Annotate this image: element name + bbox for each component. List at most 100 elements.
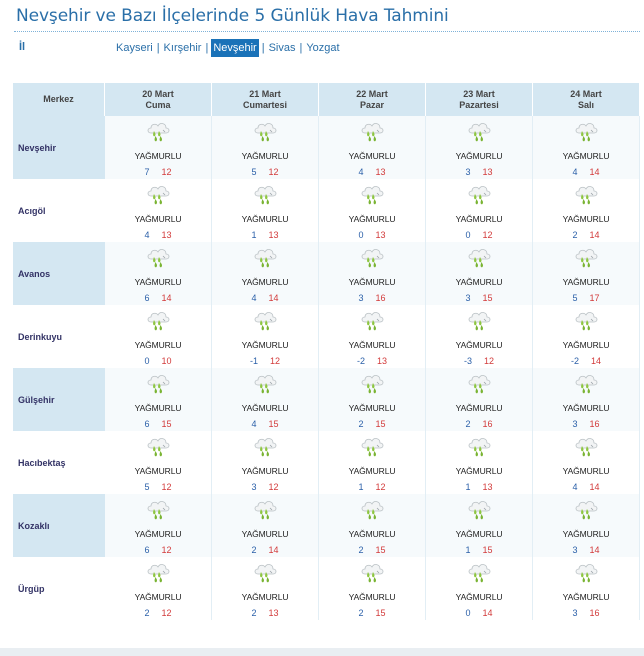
min-temp: 4 bbox=[144, 230, 150, 240]
rain-cloud-icon bbox=[533, 368, 639, 400]
forecast-cell: YAĞMURLU 3 14 bbox=[533, 494, 640, 557]
condition-label: YAĞMURLU bbox=[455, 277, 503, 287]
max-temp: 13 bbox=[268, 608, 279, 618]
district-name: Avanos bbox=[13, 242, 105, 305]
forecast-cell: YAĞMURLU 1 13 bbox=[212, 179, 319, 242]
forecast-cell: YAĞMURLU 7 12 bbox=[105, 116, 212, 179]
temperature-range: 4 14 bbox=[533, 482, 639, 492]
link-separator: | bbox=[261, 42, 265, 54]
rain-cloud-icon bbox=[212, 431, 318, 463]
rain-cloud-icon bbox=[105, 557, 211, 589]
il-label: İl bbox=[19, 41, 26, 53]
max-temp: 15 bbox=[268, 419, 279, 429]
min-temp: -3 bbox=[463, 356, 472, 366]
rain-cloud-icon bbox=[319, 179, 425, 211]
forecast-cell: YAĞMURLU 4 14 bbox=[533, 431, 640, 494]
max-temp: 16 bbox=[482, 419, 493, 429]
min-temp: -2 bbox=[570, 356, 579, 366]
temperature-range: 4 13 bbox=[105, 230, 211, 240]
forecast-cell: YAĞMURLU 5 17 bbox=[533, 242, 640, 305]
max-temp: 13 bbox=[268, 230, 279, 240]
condition-label: YAĞMURLU bbox=[562, 151, 610, 161]
temperature-range: 2 16 bbox=[426, 419, 532, 429]
condition-label: YAĞMURLU bbox=[134, 214, 182, 224]
temperature-range: 1 13 bbox=[426, 482, 532, 492]
rain-cloud-icon bbox=[212, 368, 318, 400]
condition-label: YAĞMURLU bbox=[348, 592, 396, 602]
max-temp: 12 bbox=[375, 482, 386, 492]
condition-label: YAĞMURLU bbox=[348, 403, 396, 413]
city-link-2[interactable]: Nevşehir bbox=[211, 39, 259, 57]
min-temp: 5 bbox=[251, 167, 257, 177]
max-temp: 12 bbox=[161, 608, 172, 618]
max-temp: 15 bbox=[375, 608, 386, 618]
min-temp: 1 bbox=[465, 545, 471, 555]
link-separator: | bbox=[299, 42, 303, 54]
condition-label: YAĞMURLU bbox=[241, 277, 289, 287]
condition-label: YAĞMURLU bbox=[562, 403, 610, 413]
temperature-range: 3 14 bbox=[533, 545, 639, 555]
day-header-0: 20 Mart Cuma bbox=[105, 83, 212, 116]
city-link-0[interactable]: Kayseri bbox=[116, 42, 153, 54]
condition-label: YAĞMURLU bbox=[562, 592, 610, 602]
temperature-range: 3 13 bbox=[426, 167, 532, 177]
district-name: Gülşehir bbox=[13, 368, 105, 431]
city-link-3[interactable]: Sivas bbox=[268, 42, 296, 54]
forecast-cell: YAĞMURLU 2 12 bbox=[105, 557, 212, 620]
max-temp: 15 bbox=[161, 419, 172, 429]
rain-cloud-icon bbox=[426, 179, 532, 211]
condition-label: YAĞMURLU bbox=[348, 151, 396, 161]
forecast-cell: YAĞMURLU 6 12 bbox=[105, 494, 212, 557]
city-link-1[interactable]: Kırşehir bbox=[163, 42, 202, 54]
temperature-range: 4 14 bbox=[212, 293, 318, 303]
min-temp: 3 bbox=[465, 293, 471, 303]
title-divider bbox=[14, 31, 640, 32]
condition-label: YAĞMURLU bbox=[241, 403, 289, 413]
district-name: Derinkuyu bbox=[18, 331, 63, 342]
forecast-cell: YAĞMURLU 4 14 bbox=[212, 242, 319, 305]
rain-cloud-icon bbox=[212, 557, 318, 589]
rain-cloud-icon bbox=[426, 431, 532, 463]
condition-label: YAĞMURLU bbox=[348, 466, 396, 476]
min-temp: 4 bbox=[572, 167, 578, 177]
temperature-range: 1 13 bbox=[212, 230, 318, 240]
condition-label: YAĞMURLU bbox=[562, 214, 610, 224]
max-temp: 14 bbox=[589, 482, 600, 492]
rain-cloud-icon bbox=[212, 494, 318, 526]
min-temp: 3 bbox=[572, 608, 578, 618]
min-temp: -1 bbox=[249, 356, 258, 366]
condition-label: YAĞMURLU bbox=[455, 340, 503, 350]
day-weekday: Cuma bbox=[145, 99, 171, 110]
temperature-range: -3 12 bbox=[426, 356, 532, 366]
min-temp: 3 bbox=[572, 545, 578, 555]
district-name: Hacıbektaş bbox=[18, 457, 66, 468]
forecast-cell: YAĞMURLU 1 13 bbox=[426, 431, 533, 494]
condition-label: YAĞMURLU bbox=[134, 403, 182, 413]
rain-cloud-icon bbox=[319, 368, 425, 400]
condition-label: YAĞMURLU bbox=[241, 214, 289, 224]
min-temp: 3 bbox=[465, 167, 471, 177]
rain-cloud-icon bbox=[105, 368, 211, 400]
link-separator: | bbox=[205, 42, 209, 54]
city-link-4[interactable]: Yozgat bbox=[306, 42, 340, 54]
max-temp: 12 bbox=[484, 356, 495, 366]
forecast-cell: YAĞMURLU 2 15 bbox=[319, 557, 426, 620]
condition-label: YAĞMURLU bbox=[455, 403, 503, 413]
district-name: Ürgüp bbox=[18, 583, 45, 594]
max-temp: 15 bbox=[482, 545, 493, 555]
max-temp: 14 bbox=[589, 230, 600, 240]
min-temp: 2 bbox=[572, 230, 578, 240]
rain-cloud-icon bbox=[533, 305, 639, 337]
rain-cloud-icon bbox=[105, 305, 211, 337]
forecast-cell: YAĞMURLU 0 10 bbox=[105, 305, 212, 368]
min-temp: 3 bbox=[251, 482, 257, 492]
max-temp: 12 bbox=[270, 356, 281, 366]
temperature-range: 5 12 bbox=[212, 167, 318, 177]
rain-cloud-icon bbox=[319, 494, 425, 526]
table-row: Gülşehir YAĞMURLU 6 15 YAĞMURLU 4 15 YAĞMURLU 2 1… bbox=[13, 368, 640, 431]
condition-label: YAĞMURLU bbox=[134, 277, 182, 287]
min-temp: 0 bbox=[465, 608, 471, 618]
table-row: Ürgüp YAĞMURLU 2 12 YAĞMURLU 2 13 YAĞMURLU 2 15 YA… bbox=[13, 557, 640, 620]
max-temp: 14 bbox=[591, 356, 602, 366]
temperature-range: 2 15 bbox=[319, 419, 425, 429]
